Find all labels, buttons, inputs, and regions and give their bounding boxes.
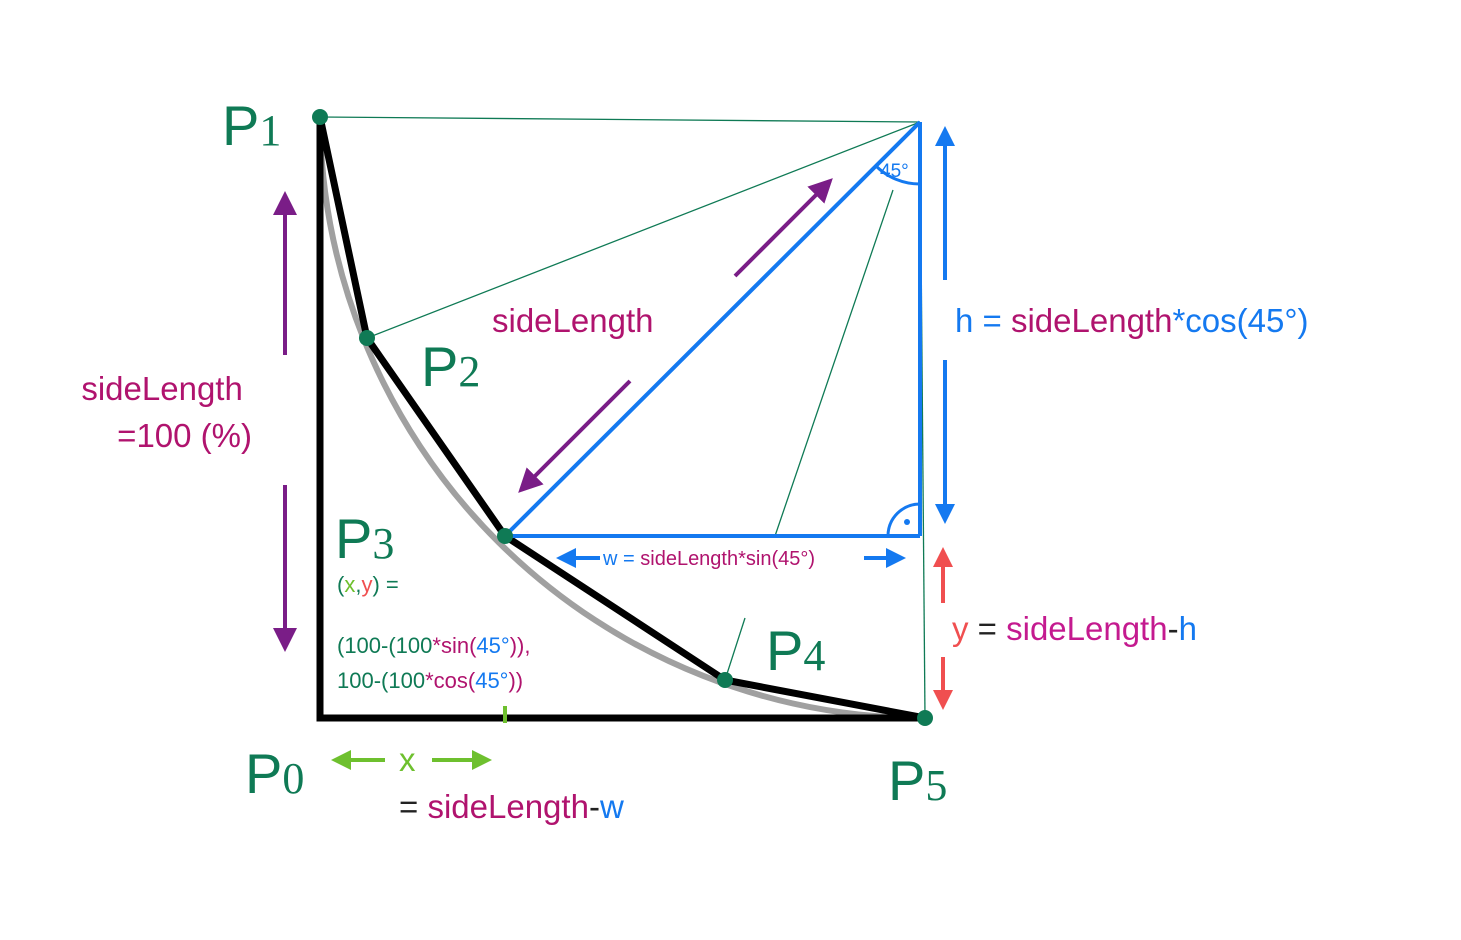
vertex-p2 xyxy=(359,330,375,346)
quarter-arc xyxy=(317,116,926,721)
square-sides xyxy=(316,113,929,722)
diag-arrow-down xyxy=(518,379,632,493)
angle-arc xyxy=(874,164,921,186)
label-p1: P1 xyxy=(222,94,281,157)
label-p5: P5 xyxy=(888,749,947,812)
formula-line2: 100-(100*cos(45°)) xyxy=(337,668,523,693)
x-var-label: x xyxy=(399,741,416,778)
line-angle-to-p3-w xyxy=(774,189,894,537)
right-angle-arc xyxy=(886,502,921,537)
w-label: w = sideLength*sin(45°) xyxy=(602,548,815,570)
line-p4-tick xyxy=(724,617,746,681)
vertex-p3 xyxy=(497,528,513,544)
line-p1-corner xyxy=(319,116,921,123)
vertex-p5 xyxy=(917,710,933,726)
blue-triangle xyxy=(503,120,922,538)
line-p2-corner xyxy=(366,121,921,339)
label-p3: P3 xyxy=(335,507,394,570)
vertex-p4 xyxy=(717,672,733,688)
x-formula-label: = sideLength-w xyxy=(399,788,624,825)
label-p2: P2 xyxy=(421,335,480,398)
triangle-hypotenuse xyxy=(503,120,922,538)
vertex-p1 xyxy=(312,109,328,125)
vertices xyxy=(312,109,933,726)
diag-arrow-up xyxy=(733,178,833,278)
label-p0: P0 xyxy=(245,742,304,805)
right-angle-dot xyxy=(904,519,910,525)
angle-label: 45° xyxy=(880,161,909,182)
side-length-left-line1: sideLength xyxy=(81,370,242,407)
formula-line1: (100-(100*sin(45°)), xyxy=(337,633,530,658)
h-label: h = sideLength*cos(45°) xyxy=(955,302,1309,339)
side-length-diag-label: sideLength xyxy=(492,302,653,339)
label-p4: P4 xyxy=(766,619,825,682)
side-length-left-label: sideLength =100 (%) xyxy=(81,370,252,454)
xy-label: (x,y) = xyxy=(337,572,399,597)
y-label: y = sideLength-h xyxy=(952,610,1197,647)
side-length-left-line2: =100 (%) xyxy=(117,417,252,454)
